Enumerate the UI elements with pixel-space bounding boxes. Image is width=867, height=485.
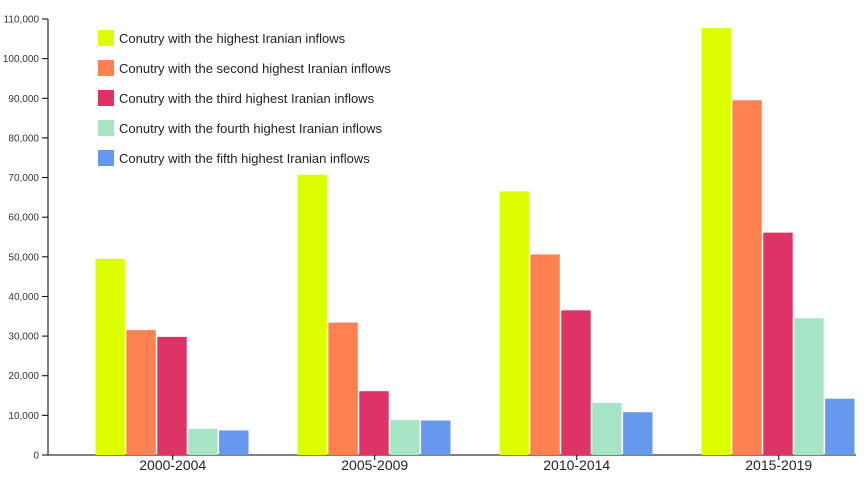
bar [328, 322, 358, 455]
y-tick-label: 90,000 [8, 94, 39, 105]
y-tick-label: 0 [33, 451, 39, 462]
legend-swatch [98, 30, 114, 46]
bar [126, 330, 156, 455]
bar [592, 403, 622, 455]
y-tick-label: 20,000 [8, 371, 39, 382]
y-tick-label: 110,000 [4, 15, 40, 26]
bar [763, 232, 793, 455]
legend-label: Conutry with the third highest Iranian i… [119, 91, 375, 106]
bar [530, 254, 560, 455]
bar [825, 398, 855, 455]
y-tick-label: 70,000 [8, 173, 39, 184]
bar [561, 310, 591, 455]
bar [421, 420, 451, 455]
y-tick-label: 50,000 [8, 252, 39, 263]
legend-label: Conutry with the second highest Iranian … [119, 61, 391, 76]
legend-label: Conutry with the fourth highest Iranian … [119, 121, 383, 136]
y-tick-label: 30,000 [8, 332, 39, 343]
bar [701, 28, 731, 456]
y-tick-label: 10,000 [8, 411, 39, 422]
x-axis: 2000-2004 2005-2009 2010-2014 2015-2019 [48, 454, 856, 473]
bar [95, 258, 125, 455]
bar [359, 391, 389, 455]
x-tick-label: 2005-2009 [341, 457, 408, 473]
legend-swatch [98, 150, 114, 166]
y-axis: 0 10,000 20,000 30,000 40,000 50,000 60,000 70,… [3, 15, 49, 462]
x-tick-label: 2010-2014 [543, 457, 610, 473]
x-tick-label: 2000-2004 [139, 457, 206, 473]
x-tick-label: 2015-2019 [745, 457, 812, 473]
legend-label: Conutry with the highest Iranian inflows [119, 31, 346, 46]
legend-swatch [98, 90, 114, 106]
bars-group [95, 28, 855, 456]
bar [732, 100, 762, 455]
bar [219, 430, 249, 455]
bar [623, 412, 653, 455]
y-tick-label: 60,000 [8, 213, 39, 224]
bar [390, 420, 420, 455]
legend-swatch [98, 60, 114, 76]
bar [188, 428, 218, 455]
bar [297, 174, 327, 455]
bar [794, 318, 824, 455]
legend: Conutry with the highest Iranian inflows… [98, 30, 391, 166]
legend-label: Conutry with the fifth highest Iranian i… [119, 151, 370, 166]
bar [157, 336, 187, 455]
legend-swatch [98, 120, 114, 136]
y-tick-label: 100,000 [3, 54, 40, 65]
y-tick-label: 80,000 [8, 133, 39, 144]
bar [499, 191, 529, 456]
y-tick-label: 40,000 [8, 292, 39, 303]
